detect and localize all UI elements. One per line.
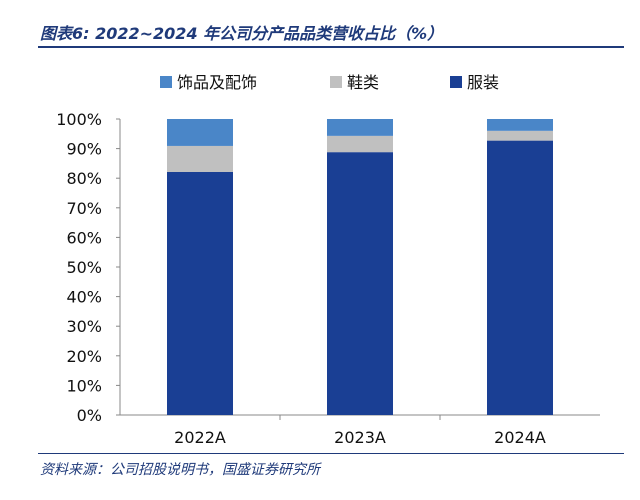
legend-swatch [330, 76, 342, 88]
bar-2024A-服装 [487, 140, 553, 415]
y-tick-label: 10% [66, 376, 102, 395]
x-tick-label: 2024A [494, 428, 546, 447]
bar-2024A-饰品及配饰 [487, 119, 553, 131]
title-rule [38, 46, 624, 48]
x-tick-label: 2022A [174, 428, 226, 447]
chart-title: 图表6: 2022~2024 年公司分产品品类营收占比（%） [40, 24, 444, 43]
y-tick-label: 40% [66, 288, 102, 307]
y-tick-label: 100% [56, 110, 102, 129]
y-tick-label: 30% [66, 317, 102, 336]
legend-label: 鞋类 [347, 73, 379, 92]
y-tick-label: 60% [66, 228, 102, 247]
y-tick-label: 0% [77, 406, 102, 425]
legend-label: 饰品及配饰 [177, 73, 257, 92]
legend-label: 服装 [467, 73, 499, 92]
source-note: 资料来源：公司招股说明书，国盛证券研究所 [40, 462, 320, 478]
y-tick-label: 90% [66, 140, 102, 159]
y-tick-label: 80% [66, 169, 102, 188]
source-rule [38, 453, 624, 454]
y-tick-label: 20% [66, 347, 102, 366]
y-tick-label: 50% [66, 258, 102, 277]
bar-2023A-饰品及配饰 [327, 119, 393, 136]
bar-2023A-服装 [327, 152, 393, 416]
bar-2022A-鞋类 [167, 145, 233, 172]
bar-2023A-鞋类 [327, 135, 393, 153]
bar-2024A-鞋类 [487, 130, 553, 141]
y-tick-label: 70% [66, 199, 102, 218]
bar-2022A-服装 [167, 171, 233, 415]
bar-2022A-饰品及配饰 [167, 119, 233, 146]
legend-swatch [160, 76, 172, 88]
x-tick-label: 2023A [334, 428, 386, 447]
legend-swatch [450, 76, 462, 88]
